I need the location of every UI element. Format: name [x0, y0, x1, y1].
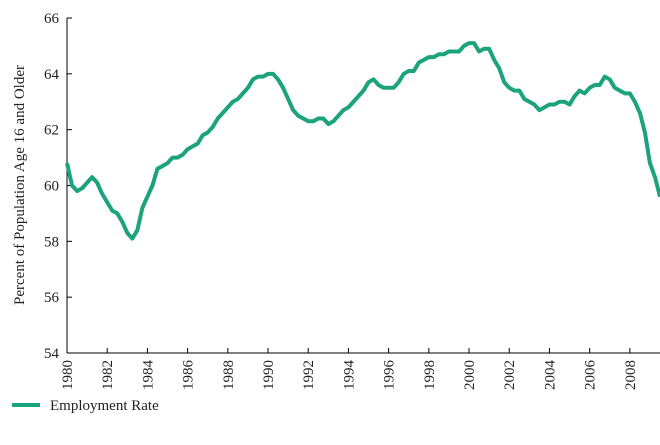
x-tick-label: 1990 [261, 360, 277, 390]
y-axis-label: Percent of Population Age 16 and Older [12, 65, 28, 305]
x-tick-label: 1980 [60, 360, 76, 390]
x-tick-label: 2000 [462, 360, 478, 390]
y-tick-label: 56 [44, 290, 60, 306]
x-tick-label: 1998 [422, 360, 438, 390]
y-tick-label: 60 [44, 179, 59, 195]
y-tick-label: 66 [44, 11, 60, 27]
y-tick-label: 64 [44, 67, 60, 83]
y-tick-label: 58 [44, 234, 59, 250]
x-tick-label: 1992 [301, 360, 317, 390]
x-tick-label: 1982 [100, 360, 116, 390]
x-tick-label: 2002 [502, 360, 518, 390]
x-tick-label: 2008 [623, 360, 639, 390]
line [65, 41, 660, 241]
legend-label: Employment Rate [50, 398, 159, 414]
x-tick-label: 2004 [542, 360, 558, 391]
x-tick-label: 1994 [341, 360, 357, 391]
x-tick-label: 1988 [221, 360, 237, 390]
x-tick-label: 1984 [140, 360, 156, 391]
x-tick-label: 1996 [382, 360, 398, 391]
x-tick-label: 1986 [181, 360, 197, 391]
y-tick-label: 62 [44, 123, 59, 139]
y-tick-label: 54 [44, 346, 60, 362]
x-tick-label: 2006 [583, 360, 599, 391]
